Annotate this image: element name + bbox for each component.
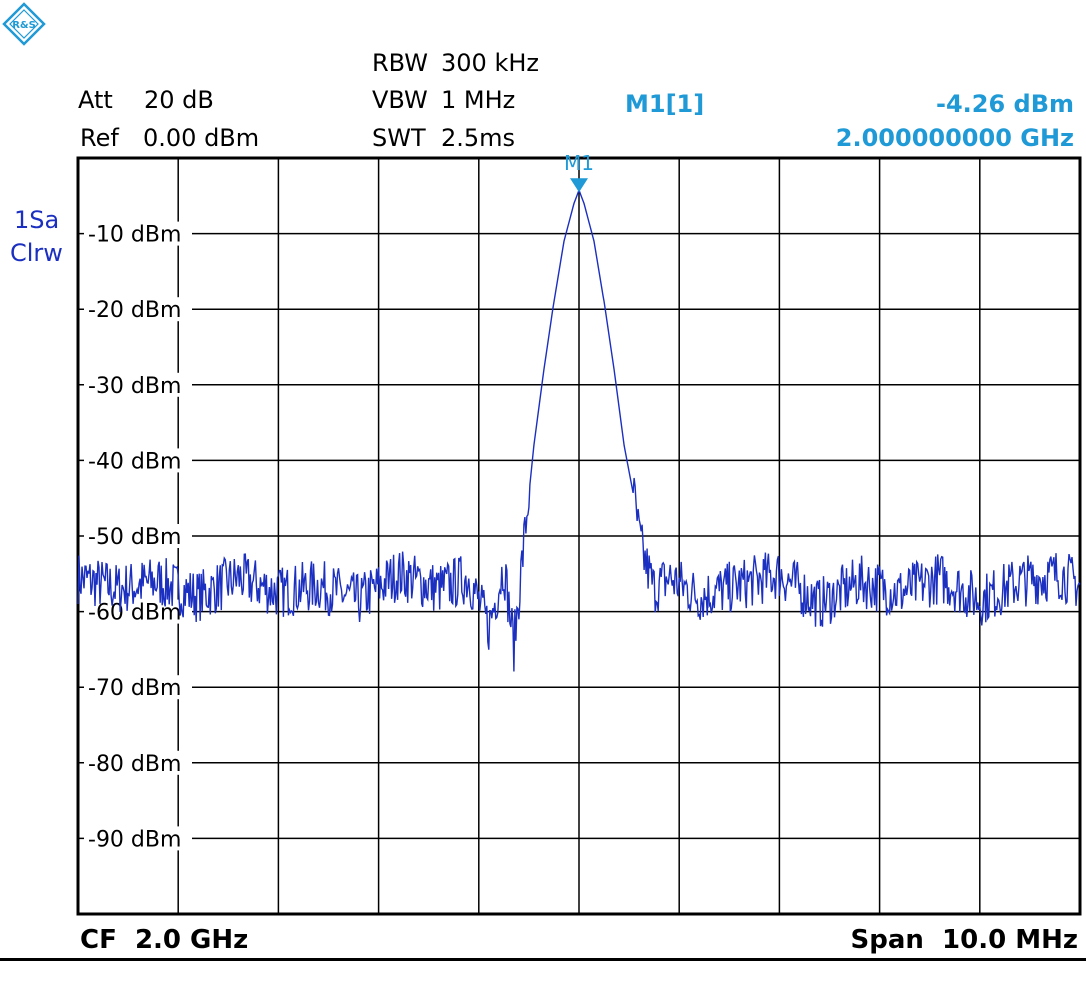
vbw-value: 1 MHz [441,86,516,114]
y-tick-label: -30 dBm [88,374,181,399]
y-tick-label-bg [84,372,192,397]
bottom-divider [0,958,1086,961]
frequency-span: Span 10.0 MHz [850,925,1078,955]
marker-level: -4.26 dBm [935,90,1074,118]
y-tick-label: -60 dBm [88,601,181,626]
vbw-label: VBW [372,86,428,114]
center-frequency: CF 2.0 GHz [80,925,249,955]
y-tick-label: -90 dBm [88,827,181,852]
svg-text:R&S: R&S [12,20,36,31]
y-tick-label-bg [84,297,192,322]
y-tick-label-bg [84,826,192,851]
y-tick-label: -10 dBm [88,223,181,248]
trace-info-line2: Clrw [10,239,63,267]
y-tick-label: -40 dBm [88,449,181,474]
plot-frame [76,156,1082,916]
y-tick-label-bg [84,524,192,548]
rbw-label: RBW [372,49,429,77]
swt-value: 2.5ms [441,124,516,152]
marker-triangle-icon [570,178,588,193]
ref-value: 0.00 dBm [143,124,260,152]
att-value: 20 dB [144,86,214,114]
ref-label: Ref [80,124,119,152]
y-tick-label: -80 dBm [88,752,181,777]
y-tick-label-bg [84,448,192,473]
marker-frequency: 2.000000000 GHz [835,124,1074,152]
y-tick-label-bg [84,750,192,775]
y-tick-label-bg [84,599,192,624]
marker-label: M1 [564,151,594,175]
trace-info-line1: 1Sa [14,206,60,234]
rbw-value: 300 kHz [441,49,539,77]
y-tick-label: -20 dBm [88,298,181,323]
swt-label: SWT [372,124,426,152]
rohde-schwarz-logo-icon: R&S [2,2,46,46]
att-label: Att [78,86,113,114]
y-tick-label: -50 dBm [88,525,181,550]
marker-name: M1[1] [625,90,705,118]
y-tick-label: -70 dBm [88,676,181,701]
y-tick-label-bg [84,675,192,700]
y-tick-label-bg [84,221,192,246]
